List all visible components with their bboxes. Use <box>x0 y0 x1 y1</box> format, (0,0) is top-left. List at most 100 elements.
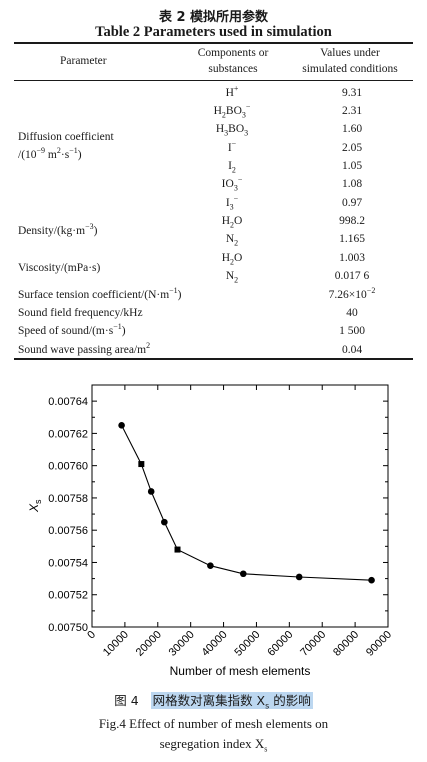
table-top-rule <box>14 42 413 44</box>
formula-base: IO <box>221 178 234 190</box>
data-point <box>147 488 155 495</box>
formula-charge: − <box>231 139 237 149</box>
value-cell: 1 500 <box>339 324 365 338</box>
parameter-exp: −1 <box>113 322 122 332</box>
formula-mid: BO <box>228 123 245 135</box>
formula-sub: 3 <box>233 183 238 193</box>
formula-base: H <box>225 87 234 99</box>
figure-caption-en-line1: Fig.4 Effect of number of mesh elements … <box>98 716 329 731</box>
x-tick-label: 90000 <box>364 629 394 659</box>
component-cell: H2O <box>222 251 243 267</box>
component-cell: I− <box>227 139 237 155</box>
value-cell: 2.31 <box>341 105 363 117</box>
formula-sub: 2 <box>230 220 234 230</box>
figure-title-cn: 网格数对离集指数 X <box>152 693 266 708</box>
data-point <box>295 573 303 581</box>
formula-sub: 2 <box>231 165 236 175</box>
value-text: 1 500 <box>339 325 365 337</box>
formula-charge: − <box>237 175 243 185</box>
figure-caption-en-text: segregation index X <box>159 736 265 751</box>
figure-title-cn-highlight: 网格数对离集指数 Xs 的影响 <box>150 692 313 710</box>
header-parameter: Parameter <box>60 55 107 67</box>
parameter-label: Speed of sound/(m·s−1) <box>18 322 126 338</box>
data-point <box>161 518 168 526</box>
header-components-line1: Components or <box>197 47 269 59</box>
table-caption-en: Table 2 Parameters used in simulation <box>95 24 332 40</box>
formula-mid: BO <box>225 105 242 117</box>
formula-charge: + <box>233 84 239 94</box>
value-cell: 7.26×10−2 <box>328 286 376 302</box>
diffusion-unit-b: m <box>45 149 57 161</box>
value-exp: −2 <box>366 286 376 296</box>
diffusion-label-line1: Diffusion coefficient <box>18 131 114 143</box>
figure-caption-en-line2: segregation index Xs <box>0 736 427 753</box>
mesh-convergence-chart: 0.00750 0.00752 0.00754 0.00756 0.00758 0.007… <box>27 384 394 678</box>
figure-number-cn: 图 4 <box>114 693 139 708</box>
series-line <box>121 425 372 581</box>
formula-base: H <box>221 215 230 227</box>
y-tick-label: 0.00758 <box>48 493 88 505</box>
x-tick-label: 10000 <box>101 629 131 659</box>
formula-mid: O <box>234 215 243 227</box>
value-cell: 40 <box>346 306 358 320</box>
y-axis-label-sub: s <box>33 499 43 504</box>
diffusion-unit-c: ·s <box>60 149 70 161</box>
formula-sub: 2 <box>234 238 239 248</box>
diffusion-unit-d: ) <box>77 149 82 161</box>
component-cell: H2BO3− <box>213 103 251 119</box>
x-tick-label: 60000 <box>265 629 295 659</box>
value-cell: 1.05 <box>341 160 363 172</box>
value-cell: 9.31 <box>341 87 363 99</box>
y-tick-label: 0.00760 <box>48 461 88 473</box>
value-text: 7.26×10 <box>328 289 367 301</box>
data-point <box>368 576 375 584</box>
formula-base: N <box>225 233 235 245</box>
parameter-text: Speed of sound/(m·s <box>18 325 114 337</box>
formula-base: I <box>227 142 232 154</box>
formula-base: H <box>213 105 222 117</box>
diffusion-unit-exp1: −9 <box>36 146 46 156</box>
data-point <box>118 422 125 429</box>
y-tick-label: 0.00764 <box>48 396 88 408</box>
value-cell: 2.05 <box>341 142 363 154</box>
figure-caption-cn: 图 4 网格数对离集指数 Xs 的影响 <box>0 690 427 710</box>
parameter-text: Sound wave passing area/m <box>18 344 147 356</box>
formula-charge: − <box>233 194 239 204</box>
value-text: 40 <box>346 307 358 319</box>
formula-sub: 3 <box>244 128 249 138</box>
plot-frame <box>91 384 389 628</box>
data-point <box>207 562 214 569</box>
header-components-line2: substances <box>208 63 258 75</box>
x-tick-label: 70000 <box>298 629 328 659</box>
value-cell: 0.97 <box>341 197 363 209</box>
data-point-square <box>138 461 145 468</box>
formula-base: I <box>228 160 232 172</box>
parameter-exp: 2 <box>146 341 151 351</box>
x-tick-label: 80000 <box>331 629 361 659</box>
data-point-square <box>174 546 181 553</box>
component-cell: IO3− <box>221 175 243 193</box>
formula-sub: 3 <box>224 128 229 138</box>
value-cell: 0.04 <box>342 343 362 357</box>
y-tick-label: 0.00750 <box>48 622 88 634</box>
data-point <box>239 570 247 578</box>
x-tick-label: 0 <box>85 629 98 642</box>
parameter-label: Sound field frequency/kHz <box>18 306 143 320</box>
parameter-close: ) <box>177 289 182 301</box>
component-cell: I3− <box>225 194 239 211</box>
x-tick-label: 20000 <box>134 629 164 659</box>
formula-sub: 2 <box>230 257 234 267</box>
parameter-text: Surface tension coefficient/(N·m <box>18 289 170 301</box>
table-bottom-rule <box>14 358 413 360</box>
value-cell: 1.08 <box>341 178 363 190</box>
formula-base: I <box>225 197 230 209</box>
formula-base: N <box>225 270 235 282</box>
table-caption-cn: 表 2 模拟所用参数 <box>158 10 269 25</box>
parameter-text: Sound field frequency/kHz <box>18 307 143 319</box>
figure-title-cn-suffix: 的影响 <box>269 693 311 708</box>
header-components: Components or substances <box>188 45 278 77</box>
value-cell: 1.003 <box>339 252 365 264</box>
value-cell: 998.2 <box>339 215 365 227</box>
formula-sub: 2 <box>234 275 239 285</box>
value-cell: 1.165 <box>339 233 365 245</box>
